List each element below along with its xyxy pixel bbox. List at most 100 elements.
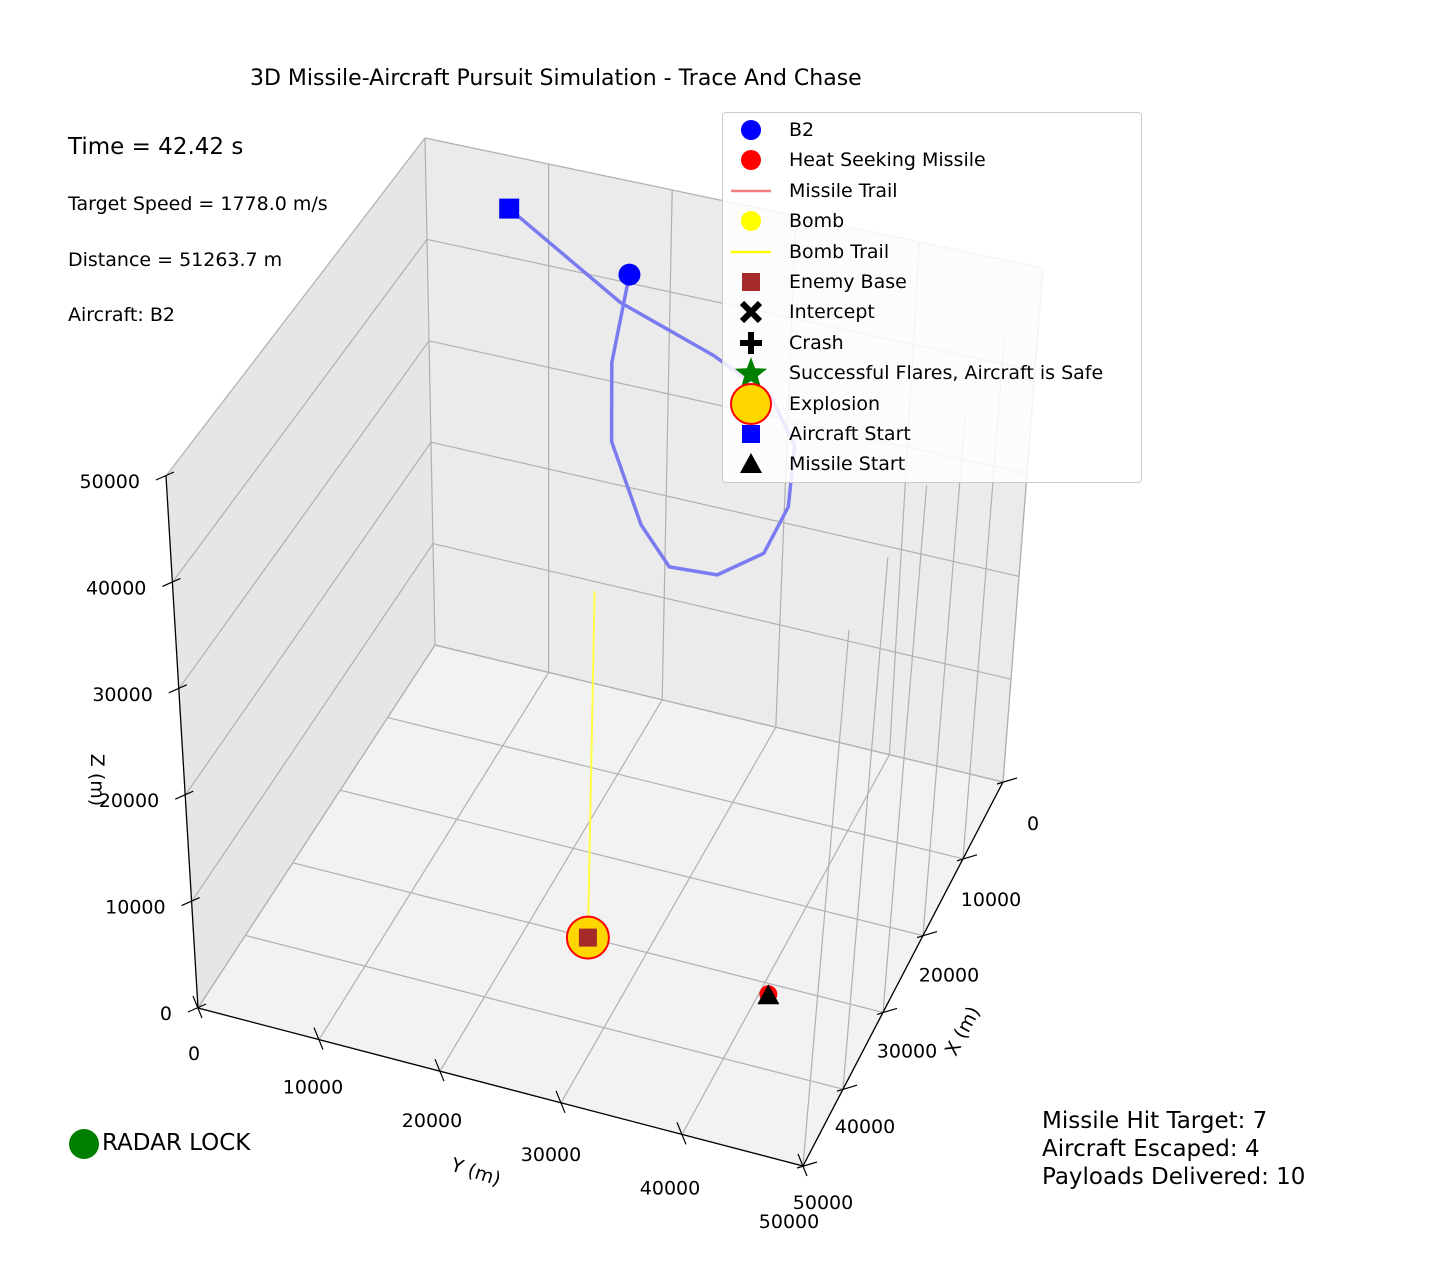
y-axis-label: Y (m) [447,1154,503,1191]
missile-start-marker [757,984,780,1005]
y-tick [313,1027,324,1050]
legend-marker-square [742,273,760,291]
legend-label: Explosion [789,392,881,415]
enemy-base-marker [578,928,597,947]
legend-entry: Bomb Trail [723,237,1141,267]
distance-readout: Distance = 51263.7 m [68,249,283,271]
legend-label: B2 [789,119,815,141]
legend-entry: Heat Seeking Missile [723,145,1141,175]
legend-label: Enemy Base [789,271,907,293]
gridline [424,137,436,646]
gridline [882,485,928,1013]
y-tick-label: 40000 [640,1177,700,1199]
y-tick-label: 0 [188,1043,200,1065]
gridline [165,137,426,477]
x-tick-label: 10000 [961,889,1021,911]
gridline [560,726,777,1104]
aircraft-marker [618,263,641,286]
y-tick-label: 50000 [759,1211,819,1233]
z-tick [162,577,181,587]
y-tick [555,1090,566,1114]
gridline [434,644,1004,783]
gridline [802,629,850,1167]
z-tick-label: 0 [160,1003,172,1025]
gridline [922,412,966,936]
legend-marker-line [731,189,771,193]
legend-entry: Intercept [723,297,1141,327]
x-tick-label: 30000 [877,1040,937,1062]
gridline [245,934,844,1090]
x-axis-line [802,781,1004,1167]
x-tick [796,1161,818,1169]
y-tick [434,1058,445,1082]
x-tick-label: 0 [1027,813,1039,835]
payloads-delivered-count: Payloads Delivered: 10 [1042,1164,1306,1190]
x-tick-label: 50000 [793,1192,853,1214]
legend-marker-circle [741,150,761,171]
legend-label: Bomb Trail [789,240,890,263]
gridline [340,789,924,937]
gridline [432,543,1012,680]
z-tick-label: 50000 [80,471,140,493]
gridline [387,717,964,860]
x-axis-label: X (m) [941,1003,985,1060]
legend-label: Crash [789,331,844,354]
legend-marker-triangle [740,453,762,474]
legend-label: Heat Seeking Missile [789,149,986,172]
legend-entry: Bomb [723,206,1141,236]
x-tick [876,1007,898,1015]
radar-lock-indicator [68,1128,100,1160]
z-tick [187,1003,207,1013]
time-readout: Time = 42.42 s [68,134,244,160]
legend-entry: Enemy Base [723,267,1141,297]
z-axis-line [165,475,199,1009]
legend-entry: Aircraft Start [723,419,1141,449]
x-tick-label: 40000 [835,1116,895,1138]
legend-label: Missile Start [789,453,906,476]
chart-title: 3D Missile-Aircraft Pursuit Simulation -… [250,66,862,91]
y-axis-line [197,1007,804,1167]
z-tick-label: 40000 [86,577,146,599]
legend-marker-plus [740,331,762,354]
legend-label: Aircraft Start [789,423,911,445]
z-tick-label: 30000 [92,684,152,706]
z-axis-label: Z (m) [86,754,108,806]
gridline [184,441,432,796]
aircraft-trail [508,207,797,577]
legend: B2 Heat Seeking Missile Missile Trail Bomb B… [722,112,1142,483]
x-tick [916,931,938,939]
z-tick [181,897,200,907]
legend-marker-line [731,250,771,253]
z-tick [174,790,194,800]
x-tick [996,777,1018,785]
gridline [681,754,890,1135]
legend-entry: Missile Start [723,449,1141,479]
legend-entry: Crash [723,328,1141,358]
y-tick-label: 10000 [283,1077,343,1099]
aircraft-readout: Aircraft: B2 [68,304,175,326]
aircraft-start-marker [499,198,520,219]
legend-label: Bomb [789,210,845,233]
y-tick-label: 20000 [402,1110,462,1132]
legend-entry: Successful Flares, Aircraft is Safe [723,357,1141,388]
y-tick [797,1153,808,1177]
radar-lock-label: RADAR LOCK [102,1130,251,1156]
bomb-trail [586,591,596,938]
y-tick [676,1122,687,1145]
legend-label: Successful Flares, Aircraft is Safe [789,362,1104,385]
gridline [661,189,673,700]
y-tick [192,995,203,1019]
missile-hit-count: Missile Hit Target: 7 [1042,1108,1268,1134]
x-tick-label: 20000 [919,965,979,987]
z-tick-label: 10000 [105,897,165,919]
gridline [178,340,430,690]
x-tick [956,854,978,862]
legend-marker-star [734,357,768,388]
legend-marker-circle [741,211,761,232]
legend-label: Missile Trail [789,179,898,202]
z-tick-label: 20000 [99,790,159,812]
z-tick [168,684,188,694]
target-speed-readout: Target Speed = 1778.0 m/s [68,193,328,215]
